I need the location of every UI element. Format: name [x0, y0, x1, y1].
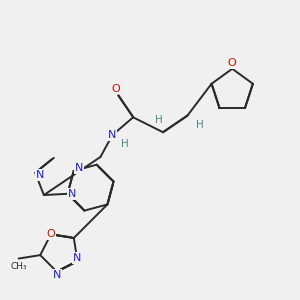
Text: N: N	[108, 130, 116, 140]
Text: N: N	[68, 189, 77, 199]
Text: N: N	[36, 170, 44, 180]
Text: H: H	[122, 139, 129, 149]
Text: H: H	[155, 115, 163, 125]
Text: O: O	[46, 230, 55, 239]
Text: H: H	[196, 120, 203, 130]
Text: N: N	[74, 163, 83, 173]
Text: CH₃: CH₃	[11, 262, 27, 271]
Text: O: O	[228, 58, 237, 68]
Text: O: O	[111, 84, 120, 94]
Text: N: N	[52, 270, 61, 280]
Text: N: N	[73, 253, 82, 263]
